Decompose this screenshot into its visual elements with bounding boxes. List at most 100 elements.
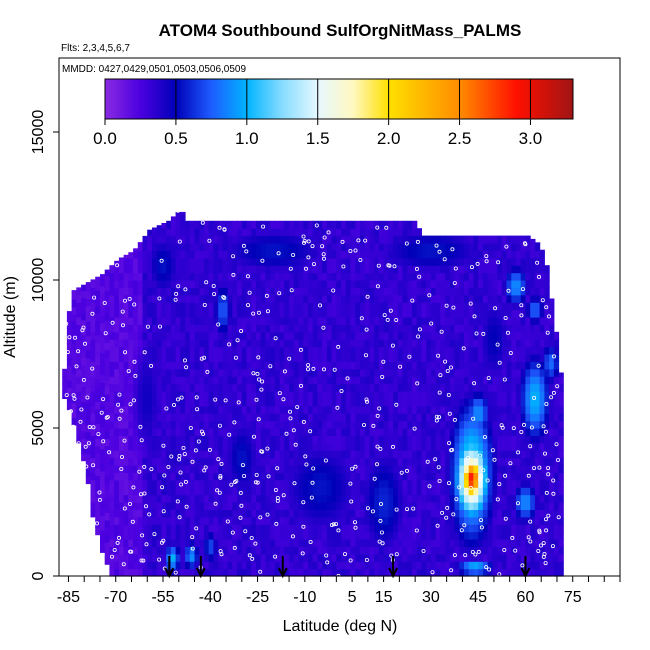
heat-cell [104, 364, 110, 373]
heat-cell [421, 428, 427, 436]
heat-cell [270, 561, 276, 570]
heat-cell [142, 287, 148, 296]
heat-cell [185, 250, 191, 259]
heat-cell [549, 298, 555, 303]
heat-cell [378, 280, 385, 288]
heat-cell [166, 479, 172, 488]
heat-cell [298, 250, 304, 259]
heat-cell [194, 531, 200, 540]
heat-cell [95, 401, 101, 410]
heat-cell [558, 450, 564, 459]
heat-cell [530, 524, 536, 533]
heat-cell [251, 405, 257, 414]
heat-cell [402, 450, 408, 459]
heat-cell [388, 391, 394, 399]
heat-cell [445, 257, 451, 266]
heat-cell [534, 383, 541, 392]
heat-cell [204, 257, 210, 266]
heat-cell [118, 457, 125, 466]
heat-cell [378, 324, 385, 333]
heat-cell [123, 472, 129, 481]
heat-cell [133, 450, 139, 459]
heat-cell [246, 220, 252, 229]
heat-cell [416, 339, 422, 348]
heat-cell [185, 368, 191, 377]
heat-cell [416, 428, 422, 436]
heat-cell [558, 428, 564, 436]
heat-cell [350, 391, 356, 399]
heat-cell [435, 280, 441, 288]
heat-cell [100, 285, 106, 294]
heat-cell [189, 376, 196, 385]
heat-cell [397, 509, 404, 518]
heat-cell [185, 220, 191, 229]
sample-point [321, 367, 326, 372]
heat-cell [189, 524, 196, 533]
heat-cell [293, 391, 300, 399]
heat-cell [317, 509, 323, 518]
heat-cell [118, 494, 125, 503]
heat-cell [506, 346, 512, 355]
heat-cell [270, 324, 276, 333]
heat-cell [241, 339, 248, 348]
heat-cell [345, 235, 352, 244]
heat-cell [279, 435, 285, 444]
heat-cell [227, 428, 233, 436]
heat-cell [553, 502, 560, 510]
heat-cell [208, 294, 214, 303]
heat-cell [308, 280, 314, 288]
heat-cell [256, 561, 262, 570]
heat-cell [161, 309, 167, 318]
heat-cell [232, 235, 238, 244]
heat-cell [421, 294, 427, 303]
heat-cell [284, 317, 290, 325]
heat-cell [199, 546, 205, 555]
heat-cell [397, 472, 404, 481]
heat-cell [383, 376, 389, 385]
heat-cell [393, 265, 399, 274]
heat-cell [180, 287, 186, 296]
heat-cell [317, 309, 323, 318]
heat-cell [445, 250, 451, 259]
heat-cell [308, 435, 314, 444]
heat-cell [265, 294, 271, 303]
heat-cell [166, 450, 172, 459]
sample-point [475, 261, 480, 266]
heat-cell [473, 346, 479, 355]
heat-cell [355, 346, 361, 355]
heat-cell [237, 354, 243, 362]
heat-cell [412, 228, 418, 237]
heat-cell [364, 494, 370, 503]
heat-cell [558, 457, 564, 466]
heat-cell [81, 290, 87, 299]
sample-point [112, 548, 117, 553]
heat-cell [246, 368, 252, 377]
heat-cell [303, 243, 309, 251]
heat-cell [237, 524, 243, 533]
heat-cell [189, 487, 196, 496]
heat-cell [501, 376, 508, 385]
heat-cell [213, 265, 219, 274]
heat-cell [534, 472, 541, 481]
heat-cell [308, 457, 314, 466]
heat-cell [549, 339, 555, 348]
heat-cell [279, 420, 285, 429]
heat-cell [355, 479, 361, 488]
heat-cell [114, 391, 120, 399]
sample-point [218, 473, 223, 478]
heat-cell [284, 228, 290, 237]
heat-cell [189, 391, 196, 399]
heat-cell [175, 376, 181, 385]
heat-cell [114, 287, 120, 296]
heat-cell [383, 339, 389, 348]
heat-cell [487, 494, 493, 503]
heat-cell [454, 509, 460, 518]
heat-cell [109, 502, 115, 510]
heat-cell [114, 294, 120, 303]
heat-cell [412, 487, 418, 496]
heat-cell [241, 398, 248, 407]
heat-cell [284, 265, 290, 274]
heat-cell [331, 524, 337, 533]
heat-cell [322, 287, 328, 296]
heat-cell [218, 509, 224, 518]
